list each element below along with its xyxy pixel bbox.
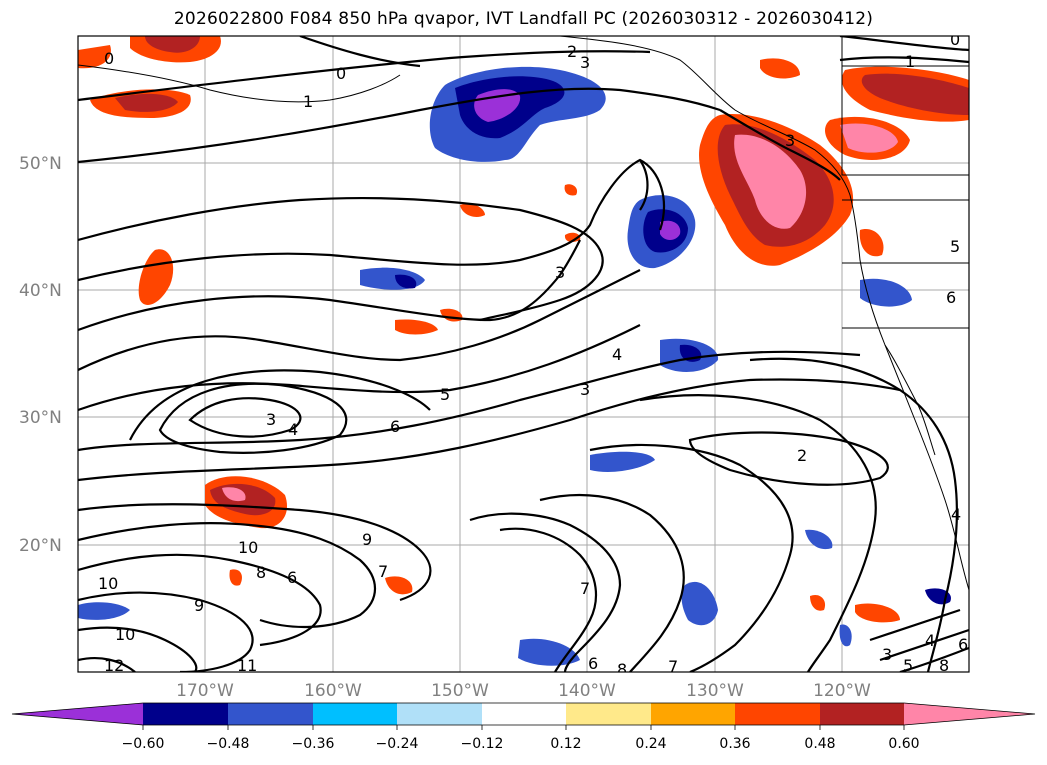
contour-label: 6 — [946, 288, 956, 307]
colorbar-left-extend — [12, 703, 143, 725]
lon-tick-label: 130°W — [686, 681, 744, 701]
colorbar-tick-label: 0.24 — [635, 736, 666, 752]
colorbar-tick-label: −0.12 — [461, 736, 504, 752]
colorbar-segment — [397, 703, 482, 725]
colorbar-segment — [482, 703, 566, 725]
ivt-contours — [78, 36, 969, 672]
colorbar-tick-label: −0.24 — [376, 736, 419, 752]
contour-label: 3 — [555, 263, 565, 282]
contour-labels: 0 0 1 2 3 3 1 0 3 5 6 3 4 5 6 4 3 2 10 9… — [98, 30, 968, 679]
colorbar-ticks — [142, 725, 905, 730]
figure-title: 2026022800 F084 850 hPa qvapor, IVT Land… — [173, 9, 874, 29]
contour-label: 6 — [287, 568, 297, 587]
colorbar-right-extend — [904, 703, 1035, 725]
lat-tick-label: 20°N — [19, 536, 62, 556]
contour-label: 7 — [378, 562, 388, 581]
contour-label: 3 — [882, 645, 892, 664]
lat-tick-labels: 50°N 40°N 30°N 20°N — [19, 154, 62, 556]
colorbar-segment — [313, 703, 397, 725]
contour-label: 10 — [98, 574, 118, 593]
contour-label: 0 — [104, 49, 114, 68]
contour-label: 10 — [238, 538, 258, 557]
contour-label: 3 — [785, 131, 795, 150]
contour-label: 9 — [194, 596, 204, 615]
lon-tick-label: 150°W — [431, 681, 489, 701]
contour-label: 9 — [362, 530, 372, 549]
colorbar-segment — [228, 703, 313, 725]
colorbar-segment — [820, 703, 904, 725]
contour-label: 5 — [903, 656, 913, 675]
colorbar-tick-label: 0.36 — [719, 736, 750, 752]
colorbar-tick-label: 0.12 — [550, 736, 581, 752]
colorbar-segment — [651, 703, 735, 725]
contour-label: 8 — [617, 660, 627, 679]
colorbar-segment — [566, 703, 651, 725]
contour-label: 10 — [115, 625, 135, 644]
contour-label: 4 — [612, 345, 622, 364]
lon-tick-label: 120°W — [813, 681, 871, 701]
contour-label: 6 — [958, 635, 968, 654]
contour-label: 0 — [336, 64, 346, 83]
contour-label: 7 — [668, 657, 678, 676]
contour-label: 6 — [588, 654, 598, 673]
contour-label: 8 — [939, 656, 949, 675]
lon-tick-label: 170°W — [176, 681, 234, 701]
contour-label: 2 — [567, 42, 577, 61]
coastlines — [78, 36, 969, 591]
colorbar-tick-label: −0.60 — [122, 736, 165, 752]
contour-label: 4 — [951, 505, 961, 524]
qvapor-anomaly-fills — [78, 36, 969, 666]
contour-label: 3 — [266, 410, 276, 429]
contour-label: 8 — [256, 563, 266, 582]
contour-label: 7 — [580, 579, 590, 598]
contour-label: 1 — [905, 52, 915, 71]
colorbar-tick-label: −0.36 — [292, 736, 335, 752]
contour-label: 5 — [950, 237, 960, 256]
lat-tick-label: 50°N — [19, 154, 62, 174]
contour-label: 0 — [950, 30, 960, 49]
contour-label: 2 — [797, 446, 807, 465]
colorbar-tick-label: −0.48 — [207, 736, 250, 752]
lat-tick-label: 40°N — [19, 281, 62, 301]
colorbar-tick-label: 0.60 — [888, 736, 919, 752]
lat-tick-label: 30°N — [19, 408, 62, 428]
map-frame — [77, 35, 970, 673]
colorbar-segment — [735, 703, 820, 725]
contour-label: 3 — [580, 53, 590, 72]
colorbar-segment — [143, 703, 228, 725]
contour-label: 12 — [104, 656, 124, 675]
contour-label: 4 — [288, 420, 298, 439]
contour-label: 11 — [237, 656, 257, 675]
contour-label: 3 — [580, 380, 590, 399]
lon-tick-label: 160°W — [304, 681, 362, 701]
contour-label: 4 — [925, 631, 935, 650]
lon-tick-labels: 170°W 160°W 150°W 140°W 130°W 120°W — [176, 681, 871, 701]
contour-label: 1 — [303, 92, 313, 111]
contour-label: 5 — [440, 385, 450, 404]
lon-tick-label: 140°W — [558, 681, 616, 701]
contour-label: 6 — [390, 417, 400, 436]
colorbar-tick-label: 0.48 — [804, 736, 835, 752]
colorbar: −0.60 −0.48 −0.36 −0.24 −0.12 0.12 0.24 … — [11, 702, 1036, 752]
